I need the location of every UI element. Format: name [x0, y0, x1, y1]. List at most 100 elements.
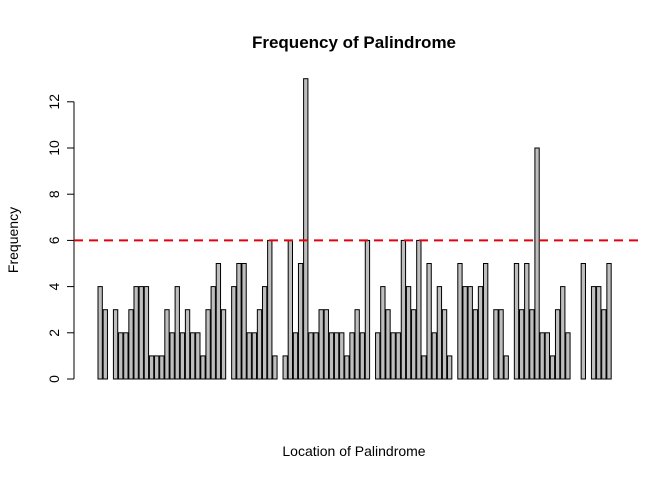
bar	[457, 263, 463, 380]
bars	[97, 78, 612, 380]
bar	[97, 286, 103, 380]
bar	[138, 286, 144, 380]
bar	[477, 286, 484, 380]
bar	[385, 309, 391, 380]
bar	[498, 309, 504, 380]
y-tick-label: 6	[46, 236, 62, 244]
bar	[118, 332, 124, 380]
y-tick-label: 4	[46, 282, 62, 290]
bar	[565, 332, 571, 380]
bar	[272, 355, 278, 380]
bar	[431, 332, 437, 380]
bar	[580, 263, 586, 380]
y-axis: 0 2 4 6 8 10 12	[46, 94, 75, 383]
bar	[123, 332, 129, 380]
bar	[380, 286, 386, 380]
y-axis-label: Frequency	[5, 207, 21, 273]
bar	[421, 355, 427, 380]
bar	[554, 309, 561, 380]
bar	[318, 309, 324, 380]
bar	[159, 355, 165, 380]
bar	[313, 332, 319, 380]
bar	[143, 286, 150, 380]
bar	[184, 309, 191, 380]
bar	[308, 332, 314, 380]
bar	[405, 286, 412, 380]
bar	[200, 355, 206, 380]
y-tick-label: 10	[46, 140, 62, 156]
bar	[210, 286, 216, 380]
bar	[447, 355, 453, 380]
bar	[251, 332, 258, 380]
bar	[441, 309, 448, 380]
bar	[375, 332, 381, 380]
bar	[333, 332, 340, 380]
x-axis-label: Location of Palindrome	[282, 443, 425, 459]
bar	[436, 286, 443, 380]
bar	[256, 309, 263, 380]
bar	[133, 286, 139, 380]
bar	[261, 286, 268, 380]
bar	[344, 355, 350, 380]
bar	[534, 147, 540, 380]
bar	[236, 263, 242, 380]
bar	[513, 263, 520, 380]
bar	[590, 286, 597, 380]
bar	[601, 309, 607, 380]
bar	[354, 309, 360, 380]
bar	[339, 332, 345, 380]
y-tick-label: 12	[46, 94, 62, 110]
bar	[267, 239, 273, 380]
bar	[606, 263, 612, 380]
bar	[462, 286, 468, 380]
bar	[303, 78, 309, 380]
bar	[323, 309, 329, 380]
bar	[400, 239, 407, 380]
bar	[395, 332, 401, 380]
bar	[349, 332, 355, 380]
bar	[190, 332, 196, 380]
bar	[241, 263, 247, 380]
bar	[195, 332, 201, 380]
bar	[524, 263, 530, 380]
bar	[287, 239, 293, 380]
bar	[518, 309, 525, 380]
bar	[102, 309, 108, 380]
bar	[467, 286, 473, 380]
bar	[169, 332, 175, 380]
bar	[154, 355, 160, 380]
y-tick-label: 2	[46, 329, 62, 337]
bar	[560, 286, 566, 380]
bar	[220, 309, 227, 380]
bar	[411, 309, 417, 380]
bar	[231, 286, 237, 380]
bar	[493, 309, 499, 380]
bar	[215, 263, 222, 380]
bar	[472, 309, 479, 380]
bar	[282, 355, 288, 380]
bar	[179, 332, 186, 380]
bar	[364, 239, 371, 380]
bar	[174, 286, 180, 380]
bar	[416, 239, 422, 380]
bar	[205, 309, 211, 380]
bar	[128, 309, 134, 380]
bar	[292, 332, 299, 380]
bar	[503, 355, 509, 380]
bar	[549, 355, 556, 380]
chart-title: Frequency of Palindrome	[252, 33, 456, 52]
bar	[297, 263, 304, 380]
bar	[328, 332, 335, 380]
bar	[596, 286, 602, 380]
bar	[390, 332, 396, 380]
bar	[426, 263, 432, 380]
bar	[529, 309, 535, 380]
bar	[246, 332, 252, 380]
bar	[112, 309, 119, 380]
y-tick-label: 8	[46, 190, 62, 198]
bar	[544, 332, 550, 380]
bar	[359, 332, 365, 380]
y-tick-label: 0	[46, 375, 62, 383]
bar	[539, 332, 545, 380]
